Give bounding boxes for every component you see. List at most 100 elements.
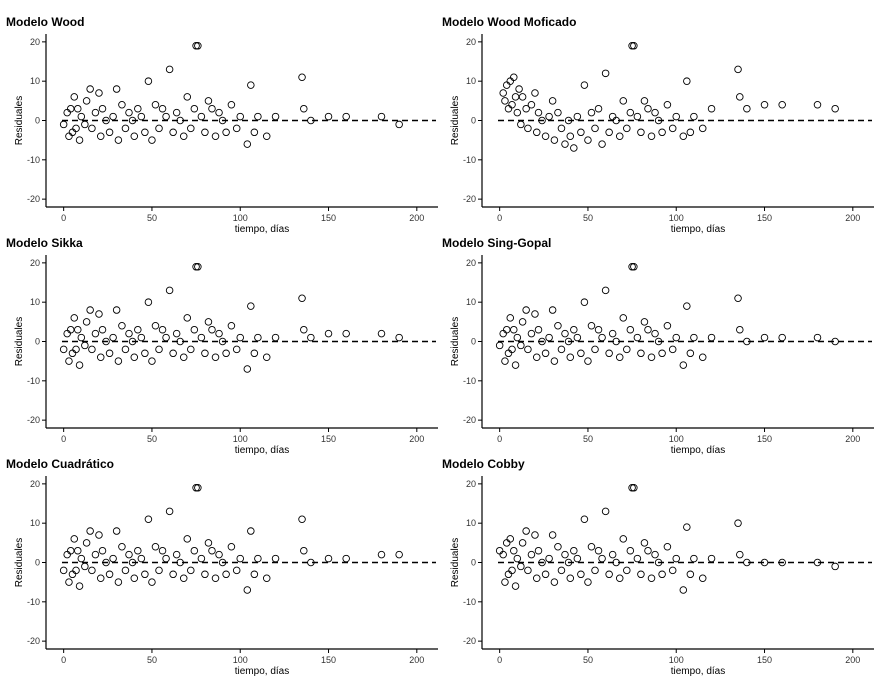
data-point bbox=[663, 101, 672, 109]
data-point bbox=[545, 112, 553, 121]
data-point bbox=[538, 337, 546, 346]
data-point bbox=[109, 554, 117, 563]
data-point bbox=[165, 65, 174, 74]
data-point bbox=[615, 574, 624, 582]
data-point bbox=[534, 546, 543, 555]
data-point bbox=[232, 345, 241, 354]
data-point bbox=[254, 554, 262, 563]
data-point bbox=[566, 574, 575, 582]
data-point bbox=[262, 132, 271, 140]
data-point bbox=[187, 124, 195, 133]
x-tick-label: 150 bbox=[757, 655, 772, 665]
data-point bbox=[736, 550, 744, 559]
y-tick-label: 0 bbox=[471, 558, 476, 568]
data-point bbox=[513, 108, 522, 117]
y-axis-label: Residuales bbox=[450, 317, 461, 366]
data-point bbox=[112, 306, 121, 314]
data-point bbox=[561, 329, 569, 338]
data-point bbox=[619, 535, 628, 543]
data-point bbox=[300, 325, 308, 334]
data-point bbox=[236, 112, 244, 121]
y-tick-label: -10 bbox=[27, 376, 40, 386]
data-point bbox=[734, 294, 742, 303]
data-point bbox=[654, 337, 663, 346]
data-point bbox=[179, 132, 188, 140]
data-point bbox=[619, 97, 628, 105]
data-point bbox=[134, 104, 142, 113]
data-point bbox=[570, 325, 578, 334]
y-axis-label: Residuales bbox=[14, 317, 25, 366]
panel-title: Modelo Cobby bbox=[442, 457, 525, 471]
data-point bbox=[743, 337, 751, 346]
data-point bbox=[534, 108, 543, 117]
data-point bbox=[591, 566, 599, 575]
data-point bbox=[201, 349, 209, 358]
data-point bbox=[545, 554, 553, 563]
panel-title: Modelo Sing-Gopal bbox=[442, 236, 551, 250]
data-point bbox=[707, 554, 716, 563]
data-point bbox=[169, 570, 177, 579]
data-point bbox=[640, 318, 649, 326]
data-point bbox=[743, 104, 751, 113]
data-point bbox=[98, 104, 107, 113]
data-point bbox=[548, 531, 557, 539]
data-point bbox=[584, 136, 592, 144]
data-point bbox=[698, 353, 707, 361]
data-point bbox=[162, 554, 170, 563]
data-point bbox=[679, 132, 688, 140]
x-tick-label: 100 bbox=[669, 213, 684, 223]
data-point bbox=[518, 318, 527, 326]
data-point bbox=[109, 112, 117, 121]
data-point bbox=[165, 286, 174, 295]
data-point bbox=[222, 570, 230, 579]
data-point bbox=[74, 546, 82, 555]
data-point bbox=[59, 120, 68, 129]
data-point bbox=[95, 89, 103, 97]
data-point bbox=[679, 586, 688, 594]
data-point bbox=[137, 554, 146, 563]
x-axis-label: tiempo, días bbox=[671, 224, 725, 235]
y-axis-label: Residuales bbox=[14, 96, 25, 145]
data-point bbox=[524, 345, 532, 354]
data-point bbox=[663, 543, 672, 551]
data-point bbox=[522, 104, 530, 113]
data-point bbox=[88, 345, 96, 354]
data-point bbox=[190, 104, 199, 113]
data-point bbox=[517, 562, 525, 571]
data-point bbox=[591, 345, 599, 354]
data-point bbox=[81, 341, 89, 350]
data-point bbox=[70, 314, 79, 322]
data-point bbox=[208, 325, 216, 334]
data-point bbox=[626, 546, 635, 555]
y-axis-label: Residuales bbox=[14, 538, 25, 587]
data-point bbox=[760, 101, 769, 109]
panel-title: Modelo Wood bbox=[6, 15, 84, 29]
data-point bbox=[215, 550, 223, 559]
data-point bbox=[554, 543, 562, 551]
data-point bbox=[577, 570, 585, 579]
x-tick-label: 0 bbox=[497, 213, 502, 223]
data-point bbox=[531, 531, 539, 539]
residual-panel-6: Modelo Cobby -20 -10 0 10 20 0 50 100 150 200 tiemp… bbox=[438, 454, 874, 677]
data-point bbox=[668, 345, 677, 354]
x-tick-label: 0 bbox=[61, 434, 66, 444]
data-point bbox=[580, 298, 589, 306]
residual-panel-1: Modelo Wood -20 -10 0 10 20 0 50 100 150 200 tiempo… bbox=[2, 12, 438, 235]
data-point bbox=[77, 112, 86, 121]
data-point bbox=[114, 136, 123, 144]
data-point bbox=[534, 325, 543, 334]
data-point bbox=[557, 345, 566, 354]
data-point bbox=[541, 349, 550, 358]
data-point bbox=[736, 325, 744, 334]
data-point bbox=[651, 108, 659, 117]
data-point bbox=[502, 81, 511, 89]
data-point bbox=[222, 128, 230, 137]
data-point bbox=[778, 101, 786, 109]
x-tick-label: 200 bbox=[409, 434, 424, 444]
data-point bbox=[541, 570, 550, 579]
data-point bbox=[658, 570, 666, 579]
data-point bbox=[218, 558, 227, 567]
data-point bbox=[65, 578, 73, 586]
x-tick-label: 0 bbox=[497, 434, 502, 444]
data-point bbox=[74, 104, 82, 113]
